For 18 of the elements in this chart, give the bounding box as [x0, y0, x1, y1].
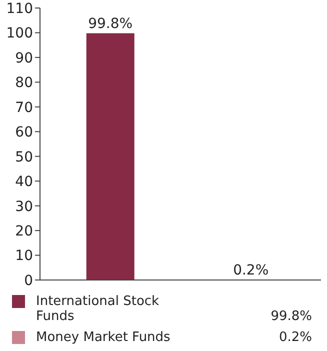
legend-label: International Stock Funds [36, 294, 160, 324]
y-tick-label: 30 [15, 198, 33, 215]
y-tick-label: 70 [15, 100, 33, 116]
y-tick-label: 90 [15, 50, 33, 66]
y-tick-label: 110 [6, 0, 33, 17]
y-tick-label: 10 [15, 248, 33, 264]
y-tick-label: 0 [24, 272, 33, 289]
y-tick-label: 50 [15, 149, 33, 166]
y-tick-label: 80 [15, 75, 33, 92]
data-label: 99.8% [88, 16, 133, 32]
y-tick-label: 40 [15, 174, 33, 190]
y-tick-label: 60 [15, 124, 33, 141]
text: 0.2% [278, 330, 312, 345]
text: 99.8% [270, 309, 312, 324]
legend-label: Money Market Funds [36, 330, 172, 345]
y-tick-label: 20 [15, 224, 33, 240]
y-tick-label: 100 [6, 26, 33, 42]
data-label: 0.2% [233, 262, 269, 279]
